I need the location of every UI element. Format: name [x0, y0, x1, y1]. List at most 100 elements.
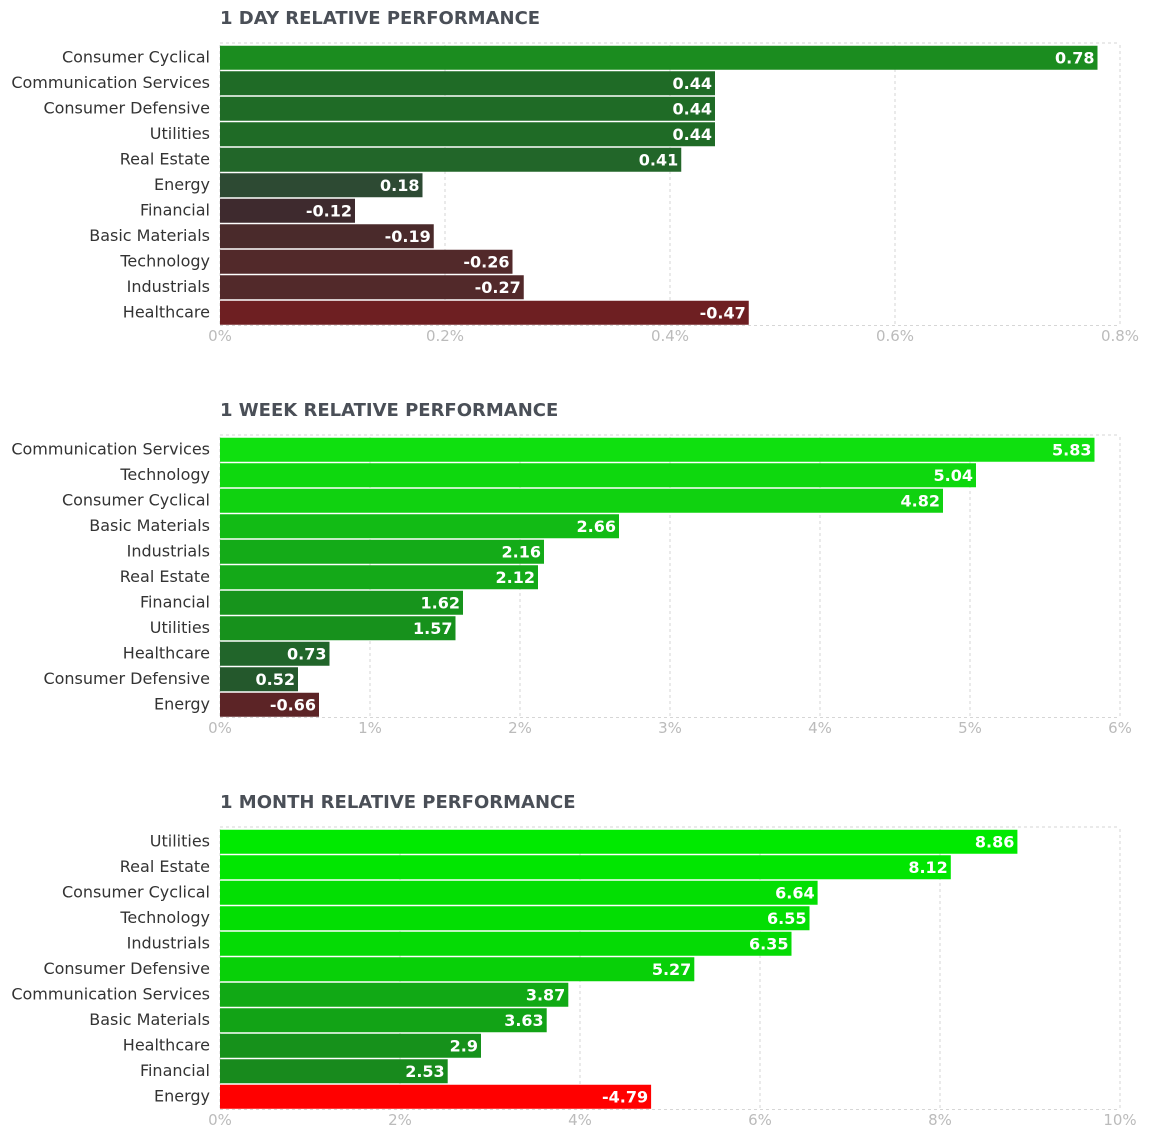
bar: [220, 1084, 652, 1109]
value-label: -0.27: [475, 278, 521, 297]
category-label: Real Estate: [120, 857, 210, 876]
category-label: Consumer Cyclical: [62, 490, 210, 509]
category-label: Technology: [119, 251, 210, 270]
category-label: Energy: [154, 175, 210, 194]
x-tick-label: 1%: [358, 719, 382, 737]
value-label: 8.86: [975, 832, 1014, 851]
category-label: Utilities: [150, 618, 210, 637]
bar: [220, 880, 818, 905]
category-label: Consumer Defensive: [43, 98, 210, 117]
value-label: 3.87: [526, 985, 565, 1004]
x-tick-label: 2%: [508, 719, 532, 737]
value-label: 1.57: [413, 619, 452, 638]
x-tick-label: 6%: [748, 1111, 772, 1129]
chart-title: 1 WEEK RELATIVE PERFORMANCE: [220, 400, 558, 421]
value-label: 0.78: [1055, 48, 1094, 67]
bar: [220, 957, 695, 982]
bar: [220, 906, 810, 931]
value-label: 4.82: [901, 491, 940, 510]
value-label: 1.62: [421, 593, 460, 612]
category-label: Consumer Defensive: [43, 959, 210, 978]
bar: [220, 173, 423, 198]
category-label: Industrials: [127, 277, 210, 296]
bar: [220, 641, 330, 666]
category-label: Financial: [140, 592, 210, 611]
bar: [220, 667, 298, 692]
x-tick-label: 5%: [958, 719, 982, 737]
category-label: Healthcare: [123, 643, 210, 662]
category-label: Industrials: [127, 541, 210, 560]
x-tick-label: 2%: [388, 1111, 412, 1129]
bar: [220, 1059, 448, 1084]
bar: [220, 855, 951, 880]
bar: [220, 616, 456, 641]
bar: [220, 1008, 547, 1033]
value-label: 2.16: [502, 542, 541, 561]
value-label: 6.35: [749, 934, 788, 953]
chart-title: 1 DAY RELATIVE PERFORMANCE: [220, 8, 540, 29]
category-label: Healthcare: [123, 1035, 210, 1054]
category-label: Financial: [140, 200, 210, 219]
x-tick-label: 6%: [1108, 719, 1132, 737]
x-tick-label: 0%: [208, 1111, 232, 1129]
bar: [220, 982, 569, 1007]
category-label: Real Estate: [120, 149, 210, 168]
category-label: Healthcare: [123, 302, 210, 321]
bar: [220, 96, 715, 121]
category-label: Basic Materials: [89, 516, 210, 535]
bar: [220, 275, 524, 300]
value-label: 5.27: [652, 960, 691, 979]
value-label: 0.18: [380, 176, 419, 195]
x-tick-label: 0%: [208, 719, 232, 737]
bar: [220, 463, 976, 488]
x-tick-label: 0%: [208, 327, 232, 345]
value-label: 2.12: [496, 568, 535, 587]
value-label: -0.66: [270, 695, 316, 714]
x-tick-label: 0.4%: [651, 327, 689, 345]
category-label: Financial: [140, 1061, 210, 1080]
bar: [220, 71, 715, 96]
chart-title: 1 MONTH RELATIVE PERFORMANCE: [220, 792, 576, 813]
category-label: Consumer Cyclical: [62, 882, 210, 901]
bar: [220, 829, 1018, 854]
value-label: 0.44: [673, 125, 712, 144]
category-label: Communication Services: [11, 984, 210, 1003]
x-tick-label: 8%: [928, 1111, 952, 1129]
bar: [220, 539, 544, 564]
bar: [220, 590, 463, 615]
value-label: 2.53: [405, 1062, 444, 1081]
value-label: -4.79: [602, 1087, 648, 1106]
x-tick-label: 0.6%: [876, 327, 914, 345]
value-label: -0.19: [385, 227, 431, 246]
category-label: Consumer Cyclical: [62, 47, 210, 66]
value-label: 0.73: [287, 644, 326, 663]
bar: [220, 249, 513, 274]
value-label: 0.44: [673, 99, 712, 118]
bar: [220, 122, 715, 147]
value-label: 2.66: [577, 517, 616, 536]
value-label: -0.47: [700, 303, 746, 322]
value-label: 0.44: [673, 74, 712, 93]
x-tick-label: 4%: [568, 1111, 592, 1129]
value-label: -0.12: [306, 201, 352, 220]
bar: [220, 1033, 481, 1058]
bar: [220, 514, 619, 539]
category-label: Communication Services: [11, 439, 210, 458]
bar: [220, 692, 319, 717]
bar: [220, 565, 538, 590]
category-label: Basic Materials: [89, 1010, 210, 1029]
bar: [220, 931, 792, 956]
category-label: Technology: [119, 465, 210, 484]
value-label: 2.9: [450, 1036, 478, 1055]
bar: [220, 224, 434, 249]
bar: [220, 198, 355, 223]
value-label: 8.12: [908, 858, 947, 877]
x-tick-label: 3%: [658, 719, 682, 737]
category-label: Utilities: [150, 831, 210, 850]
x-tick-label: 0.8%: [1101, 327, 1139, 345]
bar: [220, 488, 943, 513]
category-label: Energy: [154, 694, 210, 713]
bar: [220, 147, 682, 172]
